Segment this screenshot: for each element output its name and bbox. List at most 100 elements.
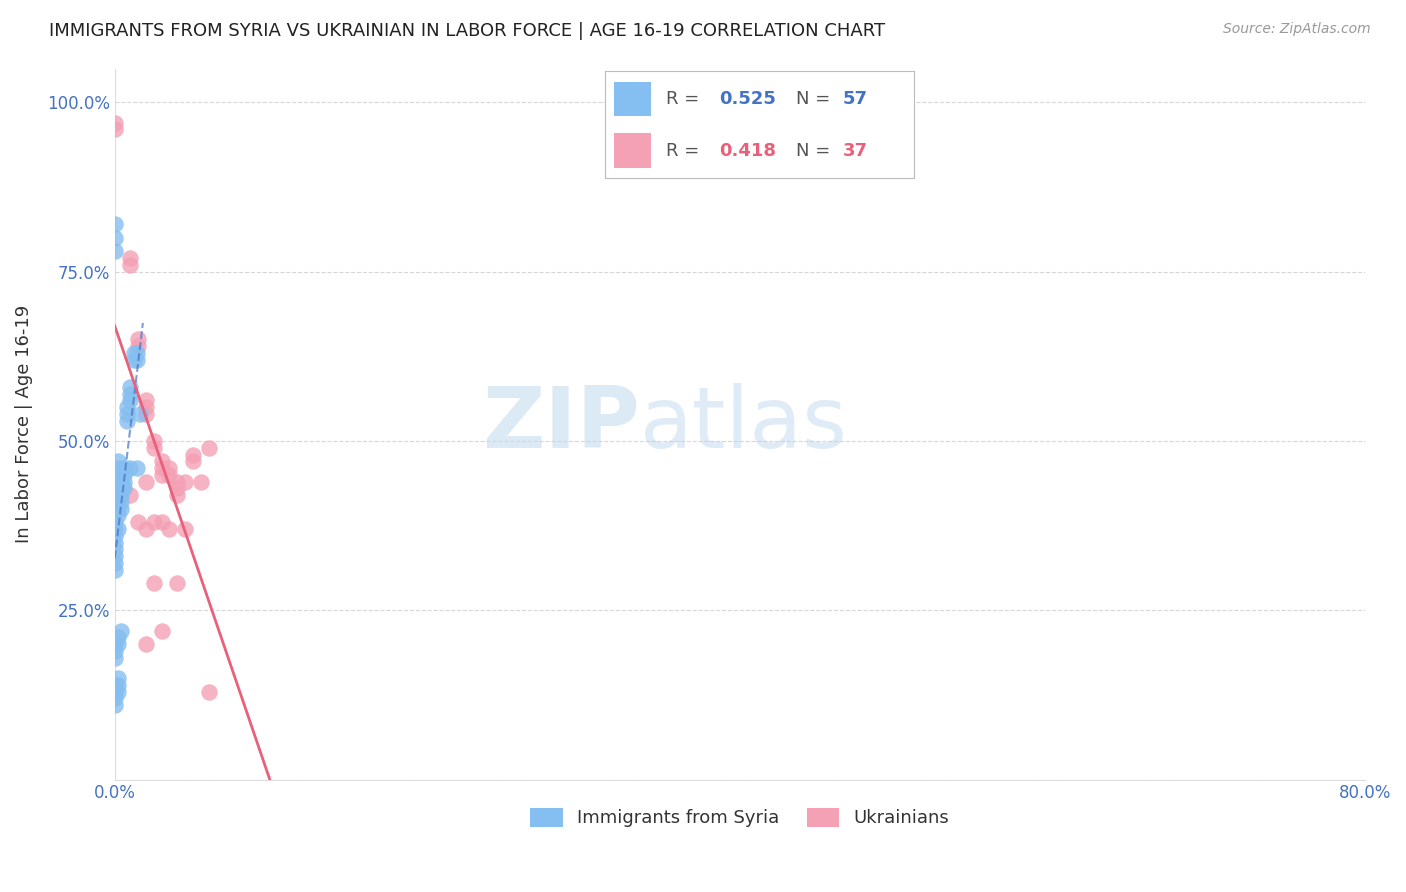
Point [104, 244, 127, 259]
Point [107, 631, 129, 645]
Point [135, 522, 157, 536]
Point [197, 684, 219, 698]
Point [120, 380, 142, 394]
Point [104, 650, 127, 665]
Point [166, 488, 188, 502]
Text: R =: R = [666, 142, 706, 160]
Point [104, 556, 127, 570]
Point [125, 346, 148, 360]
Point [190, 475, 212, 489]
Point [104, 637, 127, 651]
Point [159, 522, 181, 536]
Text: Source: ZipAtlas.com: Source: ZipAtlas.com [1223, 22, 1371, 37]
Point [107, 501, 129, 516]
Point [104, 515, 127, 529]
Text: atlas: atlas [640, 383, 848, 466]
Point [135, 400, 157, 414]
Point [159, 461, 181, 475]
Legend: Immigrants from Syria, Ukrainians: Immigrants from Syria, Ukrainians [523, 801, 956, 835]
Point [181, 454, 204, 468]
Point [174, 475, 197, 489]
Point [110, 488, 132, 502]
Point [104, 678, 127, 692]
Point [120, 393, 142, 408]
Point [104, 691, 127, 706]
Point [107, 488, 129, 502]
Point [104, 522, 127, 536]
Point [150, 515, 173, 529]
Point [135, 475, 157, 489]
Point [120, 258, 142, 272]
Point [197, 441, 219, 455]
Point [166, 475, 188, 489]
Point [128, 407, 150, 421]
Point [110, 624, 132, 638]
Point [104, 116, 127, 130]
Text: R =: R = [666, 90, 706, 108]
Point [104, 217, 127, 231]
Point [166, 576, 188, 591]
Text: IMMIGRANTS FROM SYRIA VS UKRAINIAN IN LABOR FORCE | AGE 16-19 CORRELATION CHART: IMMIGRANTS FROM SYRIA VS UKRAINIAN IN LA… [49, 22, 886, 40]
Point [110, 495, 132, 509]
Point [107, 467, 129, 482]
Point [142, 515, 165, 529]
Text: ZIP: ZIP [482, 383, 640, 466]
Point [104, 684, 127, 698]
Point [107, 495, 129, 509]
Point [107, 684, 129, 698]
Point [120, 386, 142, 401]
Point [117, 407, 139, 421]
Point [104, 549, 127, 563]
Text: N =: N = [796, 90, 837, 108]
Point [135, 393, 157, 408]
Text: 57: 57 [842, 90, 868, 108]
Point [107, 671, 129, 685]
Point [150, 624, 173, 638]
Point [110, 482, 132, 496]
Point [104, 529, 127, 543]
Point [112, 482, 135, 496]
Point [104, 542, 127, 557]
Point [125, 461, 148, 475]
Text: 37: 37 [842, 142, 868, 160]
Point [135, 407, 157, 421]
Text: N =: N = [796, 142, 837, 160]
Point [122, 352, 145, 367]
Point [112, 475, 135, 489]
Point [110, 501, 132, 516]
FancyBboxPatch shape [614, 134, 651, 168]
Point [150, 454, 173, 468]
Point [150, 461, 173, 475]
Point [122, 346, 145, 360]
Point [107, 637, 129, 651]
Text: 0.525: 0.525 [718, 90, 776, 108]
Point [117, 400, 139, 414]
Point [159, 467, 181, 482]
Point [107, 461, 129, 475]
Y-axis label: In Labor Force | Age 16-19: In Labor Force | Age 16-19 [15, 305, 32, 543]
Point [107, 508, 129, 523]
Point [120, 251, 142, 265]
Point [112, 461, 135, 475]
Point [166, 482, 188, 496]
Point [150, 467, 173, 482]
Point [104, 122, 127, 136]
Point [107, 482, 129, 496]
Point [142, 441, 165, 455]
Point [110, 475, 132, 489]
Point [120, 488, 142, 502]
Point [117, 414, 139, 428]
FancyBboxPatch shape [614, 82, 651, 116]
Point [107, 522, 129, 536]
Point [107, 454, 129, 468]
Point [135, 637, 157, 651]
Point [107, 678, 129, 692]
Point [104, 535, 127, 549]
Point [127, 333, 149, 347]
Point [127, 339, 149, 353]
Point [181, 448, 204, 462]
Point [142, 434, 165, 448]
Text: 0.418: 0.418 [718, 142, 776, 160]
Point [112, 467, 135, 482]
Point [104, 644, 127, 658]
